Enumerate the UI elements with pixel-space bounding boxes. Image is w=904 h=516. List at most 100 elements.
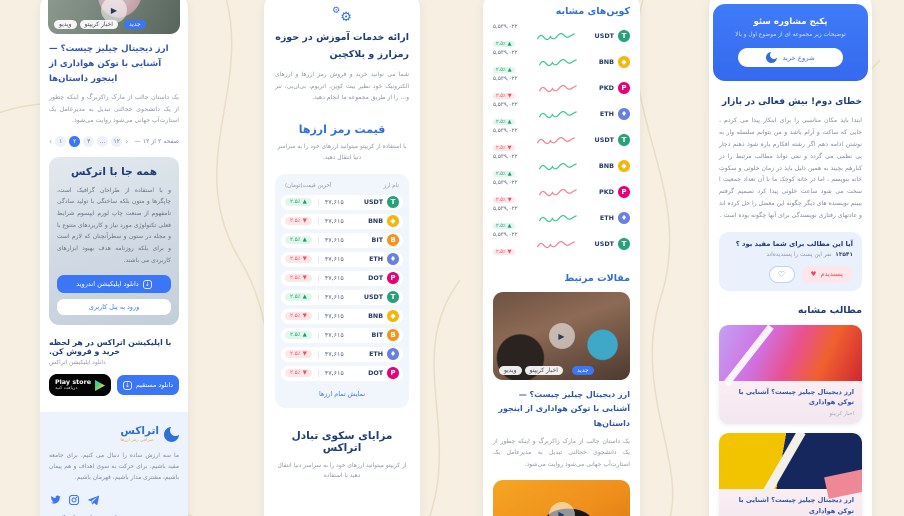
change-badge: ▲ ۲.۵٪ [493,66,515,73]
download-icon: ↓ [142,279,152,289]
column-price-label: آخرین قیمت(تومان) [285,182,332,189]
gears-icon: ⚙⚙ [332,6,352,25]
brand-tagline: صرافی رمز ارزها [120,437,154,443]
article-card-image[interactable]: ▶ ویدیو اخبار کریپتو جدید [493,292,630,380]
coin-icon: P [387,272,399,285]
price-row[interactable]: ◆ BNB ۴۷,۶۱۵ ▼ ۲.۵٪ [281,308,403,324]
screen-article-detail: ▶ ویدیو اخبار کریپتو جدید ارز دیجیتال چیل… [40,0,188,516]
promo-title: همه جا با اترکس [70,165,158,178]
coin-icon: T [618,30,630,42]
change-badge: ▼ ۲.۵٪ [285,312,312,321]
sparkline-chart [538,110,577,118]
related-post-card[interactable]: ارز دیجیتال چیلیز چیست؟ آشنایی با توکن ه… [719,324,862,424]
sparkline-chart [538,214,577,222]
coin-symbol: ETH [599,214,614,222]
services-title: ارائه خدمات آموزش در حوزه رمزارز و بلاکچ… [275,32,409,61]
page-number[interactable]: ۱ [55,135,67,147]
show-all-link[interactable]: نمایش تمام ارزها [318,389,366,398]
coin-symbol: USDT [594,32,614,40]
change-badge: ▲ ۲.۵٪ [285,236,312,245]
coin-price: ۵,۵۳۹,۰۲۲ [493,179,518,186]
page-status: — صفحه ۲ از ۱۲ [134,137,179,145]
similar-coins-title: کوین‌های مشابه [555,6,630,17]
next-page-icon[interactable]: › [125,136,129,146]
similar-coin-row[interactable]: ♦ ETH ۵,۵۳۹,۰۲۲ ▲ ۲.۵٪ [493,101,630,127]
coin-icon: ◆ [618,160,630,172]
benefits-title: مزایای سکوی تبادل اتراکس [291,429,393,454]
coin-icon: T [387,196,399,209]
price-row[interactable]: B BIT ۴۷,۶۱۵ ▲ ۲.۵٪ [281,232,403,248]
page-number[interactable]: ۱۲ [111,135,123,147]
dislike-button[interactable]: ♡ [768,265,795,283]
play-icon[interactable]: ▶ [548,501,575,516]
play-store-button[interactable]: Play store دریافت کنید [49,374,111,397]
price-row[interactable]: P DOT ۴۷,۶۱۵ ▼ ۲.۵٪ [281,365,403,381]
heart-icon: ♥ [810,270,817,279]
coin-icon: T [618,134,630,146]
price-row[interactable]: T USDT ۴۷,۶۱۵ ▲ ۲.۵٪ [281,194,403,210]
similar-coin-row[interactable]: T USDT ۵,۵۳۹,۰۲۲ ▼ ۲.۵٪ [493,127,630,153]
buy-now-button[interactable]: شروع خرید [737,48,844,67]
seo-package-subtitle: توضیحات زیر مجموعه ای از موضوع اول و بال… [735,32,846,38]
article-card-title[interactable]: ارز دیجیتال چیلیز چیست؟ — آشنایی با توکن… [498,390,630,428]
new-badge: جدید [124,20,146,29]
coin-price: ۴۷,۶۱۵ [317,217,344,225]
article-tag: اخبار کریپتو [524,366,563,375]
related-post-card[interactable]: ارز دیجیتال چیلیز چیست؟ آشنایی با توکن ه… [719,432,862,516]
twitter-icon[interactable] [49,494,61,506]
price-row[interactable]: ♦ ETH ۴۷,۶۱۵ ▼ ۲.۵٪ [281,346,403,362]
footer-about-text: ما سه ارزش ساده را دنبال می کنیم، برای ج… [49,452,179,482]
coin-symbol: PKD [599,188,614,196]
article-tag: ویدیو [499,366,522,375]
telegram-icon[interactable] [87,494,99,506]
page-number[interactable]: ... [97,135,109,147]
direct-download-button[interactable]: ↓ دانلود مستقیم [117,375,179,396]
page-number[interactable]: ۲ [69,135,81,147]
promo-body: و با استفاده از طراحان گرافیک است، چاپگر… [57,186,171,264]
coin-price: ۴۷,۶۱۵ [317,331,344,339]
seo-package-title: پکیج مشاوره سئو [753,17,828,27]
price-row[interactable]: T USDT ۴۷,۶۱۵ ▲ ۲.۵٪ [281,289,403,305]
rating-count: ۱۳۵۴۱ نفر این پست را پسندیده‌اند [766,251,853,258]
similar-coin-row[interactable]: P PKD ۵,۵۳۹,۰۲۲ ▼ ۲.۵٪ [493,75,630,101]
like-button[interactable]: ♥ پسندیدم [800,265,853,283]
coin-symbol: DOT [368,369,383,377]
related-post-image [719,432,862,489]
page-number[interactable]: ۳ [83,135,95,147]
price-row[interactable]: P DOT ۴۷,۶۱۵ ▼ ۲.۵٪ [281,270,403,286]
similar-coin-row[interactable]: T USDT ۵,۵۳۹,۰۲۲ ▼ ۲.۵٪ [493,231,630,257]
similar-coin-row[interactable]: ♦ ETH ۵,۵۳۹,۰۲۲ ▲ ۲.۵٪ [493,205,630,231]
price-row[interactable]: ♦ ETH ۴۷,۶۱۵ ▼ ۲.۵٪ [281,251,403,267]
article-hero-image[interactable]: ▶ ویدیو اخبار کریپتو جدید [48,0,180,34]
broken-heart-icon: ♡ [777,269,786,279]
similar-coin-row[interactable]: P PKD ۵,۵۳۹,۰۲۲ ▼ ۲.۵٪ [493,179,630,205]
download-android-button[interactable]: ↓ دانلود اپلیکیشن اندروید [57,275,171,294]
play-icon[interactable]: ▶ [101,0,127,23]
user-panel-button[interactable]: ورود به پنل کاربری [57,299,171,316]
coin-symbol: PKD [599,84,614,92]
price-row[interactable]: ◆ BNB ۴۷,۶۱۵ ▼ ۲.۵٪ [281,213,403,229]
google-play-icon [95,379,106,391]
similar-coin-row[interactable]: T USDT ۵,۵۳۹,۰۲۲ ▲ ۲.۵٪ [493,23,630,49]
play-icon[interactable]: ▶ [548,323,575,349]
coin-price: ۴۷,۶۱۵ [317,255,344,263]
coin-symbol: USDT [594,136,614,144]
article-card-image-2[interactable]: ▶ [493,479,630,516]
download-icon: ↓ [122,380,132,390]
sparkline-chart [538,58,577,66]
coin-price: ۵,۵۳۹,۰۲۲ [493,153,518,160]
similar-coin-row[interactable]: ◆ BNB ۵,۵۳۹,۰۲۲ ▲ ۲.۵٪ [493,49,630,75]
price-row[interactable]: B BIT ۴۷,۶۱۵ ▲ ۲.۵٪ [281,327,403,343]
coin-symbol: USDT [363,293,383,301]
related-post-title: ارز دیجیتال چیلیز چیست؟ آشنایی با توکن ه… [738,495,854,515]
coin-icon: T [387,291,399,304]
change-badge: ▼ ۲.۵٪ [285,274,312,283]
prev-page-icon[interactable]: ‹ [49,136,53,146]
coin-symbol: BNB [368,312,383,320]
instagram-icon[interactable] [68,494,80,506]
related-post-title: ارز دیجیتال چیلیز چیست؟ آشنایی با توکن ه… [738,387,854,407]
change-badge: ▲ ۲.۵٪ [285,293,312,302]
similar-coin-row[interactable]: ◆ BNB ۵,۵۳۹,۰۲۲ ▲ ۲.۵٪ [493,153,630,179]
coin-icon: ◆ [387,310,399,323]
coin-symbol: ETH [369,255,383,263]
